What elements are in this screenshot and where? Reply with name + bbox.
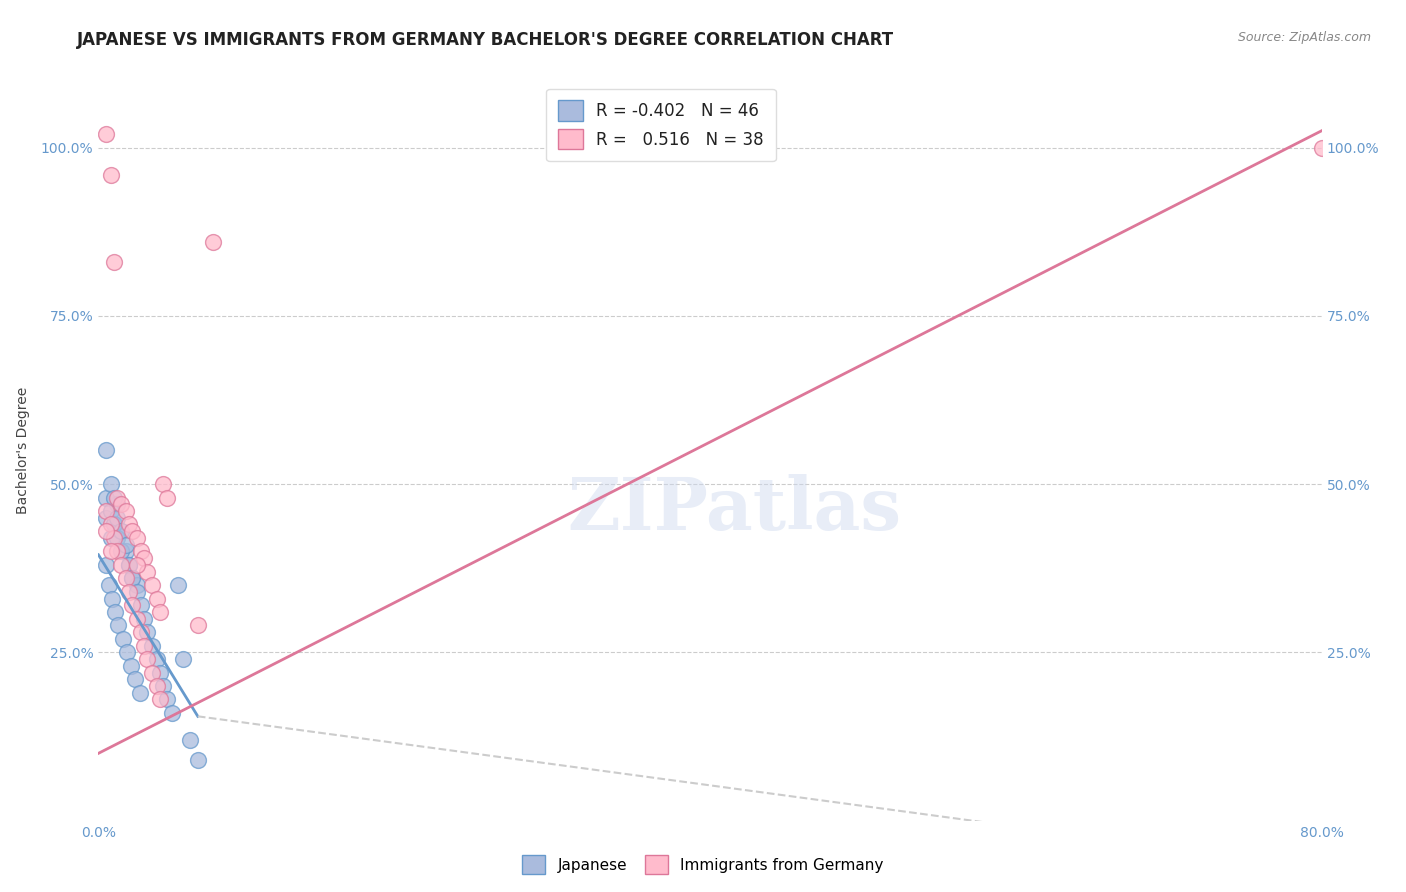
Point xyxy=(105,531,128,545)
Point xyxy=(149,665,172,680)
Point xyxy=(100,168,122,182)
Point xyxy=(128,686,150,700)
Point xyxy=(115,544,138,558)
Point xyxy=(187,753,209,767)
Point xyxy=(98,578,121,592)
Point xyxy=(100,504,122,518)
Point xyxy=(110,544,132,558)
Point xyxy=(104,605,127,619)
Point xyxy=(94,504,117,518)
Point xyxy=(94,558,117,572)
Point xyxy=(103,517,125,532)
Point xyxy=(145,679,167,693)
Point xyxy=(134,639,156,653)
Text: Source: ZipAtlas.com: Source: ZipAtlas.com xyxy=(1237,31,1371,45)
Point xyxy=(105,510,128,524)
Point xyxy=(94,491,117,505)
Point xyxy=(105,497,128,511)
Point xyxy=(118,558,141,572)
Point xyxy=(110,524,132,539)
Point xyxy=(136,625,159,640)
Point xyxy=(152,679,174,693)
Point xyxy=(118,517,141,532)
Point xyxy=(136,565,159,579)
Point xyxy=(129,544,152,558)
Point xyxy=(121,599,143,613)
Point xyxy=(118,584,141,599)
Point xyxy=(101,591,124,606)
Point xyxy=(156,491,179,505)
Point xyxy=(121,571,143,585)
Point xyxy=(107,618,129,632)
Point xyxy=(156,692,179,706)
Point xyxy=(94,524,117,539)
Point xyxy=(187,618,209,632)
Point xyxy=(121,524,143,539)
Point xyxy=(134,612,156,626)
Point xyxy=(124,673,146,687)
Y-axis label: Bachelor's Degree: Bachelor's Degree xyxy=(15,387,30,514)
Point xyxy=(121,571,143,585)
Point xyxy=(125,578,148,592)
Point xyxy=(141,578,163,592)
Point xyxy=(152,477,174,491)
Point xyxy=(145,652,167,666)
Point xyxy=(125,584,148,599)
Point xyxy=(1310,140,1333,154)
Point xyxy=(100,531,122,545)
Point xyxy=(115,538,138,552)
Legend: Japanese, Immigrants from Germany: Japanese, Immigrants from Germany xyxy=(516,849,890,880)
Point xyxy=(125,531,148,545)
Point xyxy=(120,658,142,673)
Point xyxy=(111,632,134,646)
Point xyxy=(179,732,201,747)
Point xyxy=(125,558,148,572)
Point xyxy=(94,127,117,141)
Point xyxy=(149,605,172,619)
Point xyxy=(110,524,132,539)
Point xyxy=(118,558,141,572)
Point xyxy=(110,497,132,511)
Point xyxy=(110,558,132,572)
Text: JAPANESE VS IMMIGRANTS FROM GERMANY BACHELOR'S DEGREE CORRELATION CHART: JAPANESE VS IMMIGRANTS FROM GERMANY BACH… xyxy=(77,31,894,49)
Point xyxy=(141,639,163,653)
Point xyxy=(115,571,138,585)
Point xyxy=(134,551,156,566)
Point xyxy=(129,625,152,640)
Point xyxy=(172,652,194,666)
Point xyxy=(160,706,183,720)
Point xyxy=(202,235,225,249)
Point xyxy=(145,591,167,606)
Point xyxy=(115,504,138,518)
Point xyxy=(105,544,128,558)
Point xyxy=(136,652,159,666)
Point xyxy=(100,477,122,491)
Point xyxy=(125,612,148,626)
Point xyxy=(100,517,122,532)
Point xyxy=(103,255,125,269)
Point xyxy=(105,491,128,505)
Point xyxy=(103,517,125,532)
Point xyxy=(117,645,139,659)
Legend: R = -0.402   N = 46, R =   0.516   N = 38: R = -0.402 N = 46, R = 0.516 N = 38 xyxy=(547,88,776,161)
Point xyxy=(149,692,172,706)
Point xyxy=(103,491,125,505)
Point xyxy=(129,599,152,613)
Point xyxy=(94,443,117,458)
Point xyxy=(167,578,190,592)
Point xyxy=(141,665,163,680)
Point xyxy=(103,531,125,545)
Point xyxy=(94,510,117,524)
Text: ZIPatlas: ZIPatlas xyxy=(568,475,901,545)
Point xyxy=(100,544,122,558)
